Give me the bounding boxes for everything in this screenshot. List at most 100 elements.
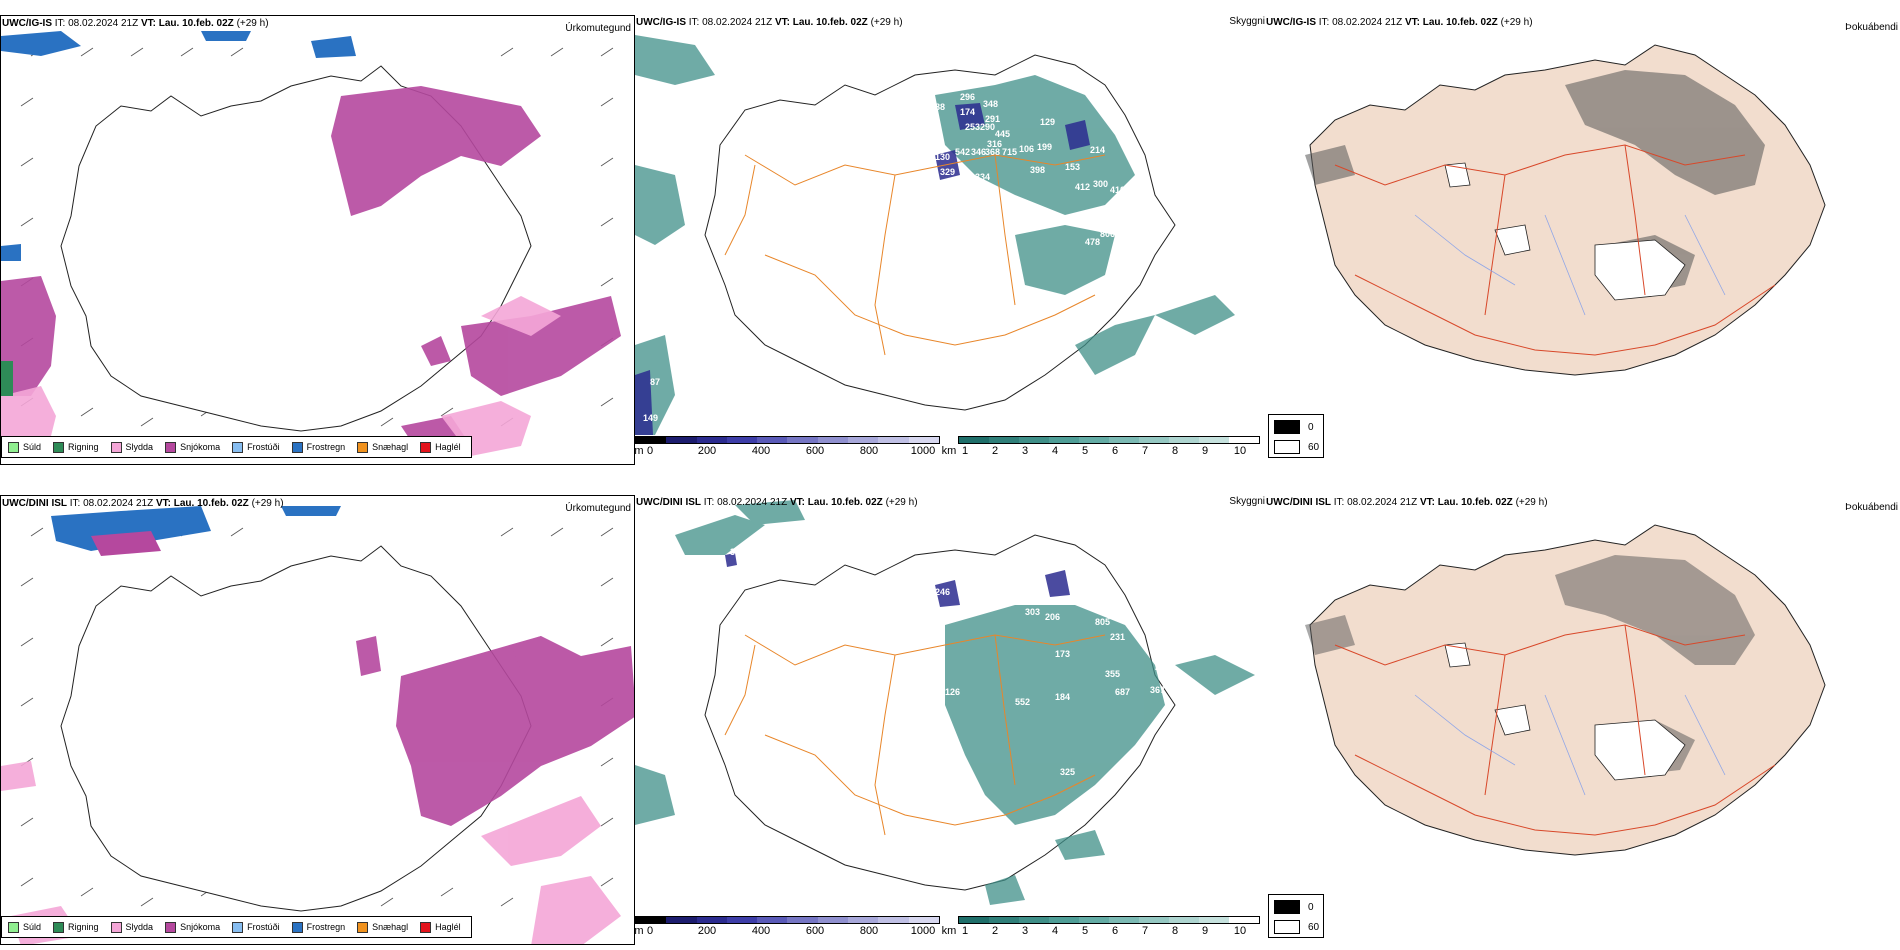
visibility-map-row1: 88 174 348 296 291 253 290 445 129 233 1… <box>635 35 1235 435</box>
legend-swatch-hail <box>420 921 432 933</box>
visibility-value: 184 <box>1055 692 1070 702</box>
visibility-value: 292 <box>1175 675 1190 685</box>
visibility-values: 88 174 348 296 291 253 290 445 129 233 1… <box>643 92 1125 423</box>
precip-type-panel-row2: UWC/DINI ISL IT: 08.02.2024 21Z VT: Lau.… <box>0 495 635 945</box>
precip-map-row1 <box>1 31 621 456</box>
fog-legend-row1: 0 60 <box>1268 414 1324 458</box>
visibility-value: 478 <box>1085 237 1100 247</box>
legend-swatch-freezing-drizzle <box>232 441 244 453</box>
tick-label: 200 <box>697 925 717 937</box>
roads <box>724 154 1106 356</box>
tick-label: 6 <box>1111 925 1119 937</box>
tick-label: 0 <box>646 925 654 937</box>
snow-areas <box>356 636 634 826</box>
tick-label: 400 <box>751 925 771 937</box>
visibility-value: 300 <box>1093 179 1108 189</box>
tick-label: 800 <box>859 925 879 937</box>
panel-label: Þokuábendi <box>1845 22 1898 33</box>
tick-label: 3 <box>1021 445 1029 457</box>
visibility-value: 368 <box>985 147 1000 157</box>
freezing-rain-areas <box>51 506 341 551</box>
panel-label: Þokuábendi <box>1845 502 1898 513</box>
visibility-value: 233 <box>920 132 935 142</box>
visibility-value: 346 <box>971 147 986 157</box>
glaciers <box>1444 642 1686 781</box>
legend-swatch-freezing-drizzle <box>232 921 244 933</box>
visibility-value: 182 <box>1170 647 1185 657</box>
visibility-ticks-m: m 0 200 400 600 800 1000 <box>635 925 955 939</box>
roads <box>1334 624 1776 836</box>
visibility-value: 445 <box>995 129 1010 139</box>
visibility-value: 199 <box>1037 142 1052 152</box>
tick-label: 8 <box>1171 445 1179 457</box>
visibility-map-row2: 346 331 102 161 246 189 303 206 805 231 … <box>635 500 1255 905</box>
panel-label: Úrkomutegund <box>565 503 631 514</box>
low-visibility-areas <box>725 553 1070 607</box>
visibility-value: 173 <box>1055 649 1070 659</box>
tick-label: 10 <box>1233 445 1247 457</box>
legend-swatch <box>1274 920 1300 934</box>
visibility-ticks-m: m 0 200 400 600 800 1000 <box>635 445 955 459</box>
rivers <box>1414 214 1726 316</box>
panel-label: Skyggni <box>1229 496 1265 507</box>
tick-label: 800 <box>859 445 879 457</box>
legend-swatch-freezing-rain <box>291 921 303 933</box>
visibility-value: 130 <box>915 177 930 187</box>
visibility-value: 412 <box>1075 182 1090 192</box>
panel-header: UWC/DINI ISL IT: 08.02.2024 21Z VT: Lau.… <box>2 498 284 509</box>
tick-label: 9 <box>1201 445 1209 457</box>
tick-label: 7 <box>1141 925 1149 937</box>
precip-type-panel-row1: UWC/IG-IS IT: 08.02.2024 21Z VT: Lau. 10… <box>0 15 635 465</box>
visibility-value: 296 <box>960 92 975 102</box>
tick-label: 1000 <box>910 925 936 937</box>
visibility-value: 355 <box>1105 669 1120 679</box>
legend-swatch-hail <box>420 441 432 453</box>
legend-swatch <box>1274 440 1300 454</box>
tick-label: 10 <box>1233 925 1247 937</box>
visibility-value: 189 <box>955 607 970 617</box>
visibility-colorbar-m <box>635 436 940 444</box>
visibility-value: 231 <box>1110 632 1125 642</box>
iceland-outline <box>1309 44 1826 376</box>
legend-swatch-drizzle <box>8 921 19 933</box>
visibility-value: 206 <box>1045 612 1060 622</box>
visibility-value: 290 <box>980 122 995 132</box>
visibility-value: 542 <box>955 147 970 157</box>
visibility-value: 106 <box>1019 144 1034 154</box>
tick-label: 6 <box>1111 445 1119 457</box>
panel-label: Úrkomutegund <box>565 23 631 34</box>
panel-label: Skyggni <box>1229 16 1265 27</box>
visibility-values: 346 331 102 161 246 189 303 206 805 231 … <box>730 527 1190 777</box>
legend-swatch-sleet <box>110 441 122 453</box>
tick-label: 4 <box>1051 445 1059 457</box>
visibility-value: 340 <box>1015 212 1030 222</box>
tick-unit: m <box>635 925 644 937</box>
tick-label: 600 <box>805 445 825 457</box>
tick-label: 1 <box>961 925 969 937</box>
tick-label: 9 <box>1201 925 1209 937</box>
precip-legend: Súld Rigning Slydda Snjókoma Frostúði Fr… <box>1 436 472 458</box>
legend-swatch-snow <box>165 921 177 933</box>
visibility-value: 283 <box>1175 625 1190 635</box>
visibility-value: 88 <box>935 102 945 112</box>
visibility-value: 398 <box>1030 165 1045 175</box>
visibility-value: 218 <box>1155 662 1170 672</box>
visibility-value: 291 <box>985 114 1000 124</box>
fog-map-row2 <box>1305 524 1826 856</box>
visibility-value: 715 <box>1002 147 1017 157</box>
precip-map-row2 <box>1 506 634 944</box>
visibility-value: 149 <box>643 413 658 423</box>
visibility-value: 109 <box>915 150 930 160</box>
visibility-value: 348 <box>983 99 998 109</box>
legend-swatch <box>1274 900 1300 914</box>
tick-label: 7 <box>1141 445 1149 457</box>
visibility-value: 367 <box>1150 685 1165 695</box>
fog-index-panel-row1: UWC/IG-IS IT: 08.02.2024 21Z VT: Lau. 10… <box>1265 15 1900 465</box>
visibility-value: 214 <box>1090 145 1105 155</box>
sleet-areas <box>1 296 561 456</box>
tick-label: 1 <box>961 445 969 457</box>
visibility-panel-row2: 346 331 102 161 246 189 303 206 805 231 … <box>635 495 1265 945</box>
visibility-value: 297 <box>935 182 950 192</box>
visibility-value: 153 <box>1065 162 1080 172</box>
tick-label: 4 <box>1051 925 1059 937</box>
